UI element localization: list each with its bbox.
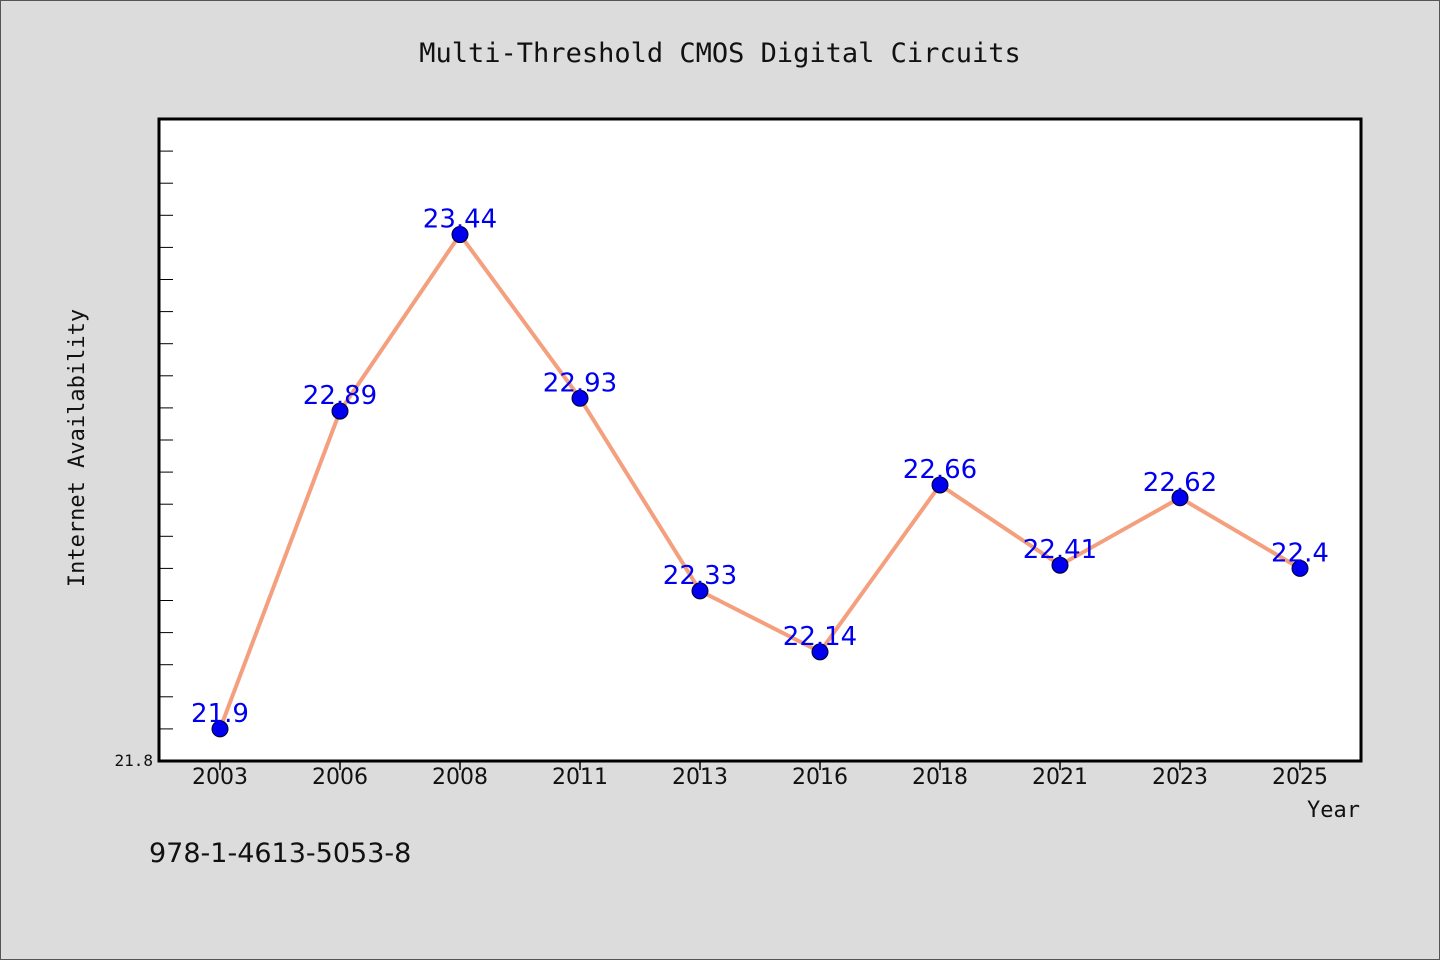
data-labels: 21.9 22.89 23.44 22.93 22.33 22.14 22.66 22.41 2… (191, 205, 1329, 729)
series-markers (211, 226, 1309, 738)
x-tick-label: 2003 (192, 765, 248, 790)
series-line (218, 232, 1302, 730)
y-axis-min-label: 21.8 (114, 751, 153, 770)
x-tick-label: 2018 (912, 765, 968, 790)
x-tick-label: 2006 (312, 765, 368, 790)
data-label: 22.93 (543, 368, 617, 398)
data-point (1291, 559, 1309, 577)
chart-title: Multi-Threshold CMOS Digital Circuits (419, 38, 1020, 69)
x-tick-label: 2008 (432, 765, 488, 790)
x-tick-label: 2021 (1032, 765, 1088, 790)
data-point (1171, 489, 1189, 507)
x-axis-label: Year (1307, 798, 1360, 823)
data-point (931, 476, 949, 494)
x-axis-tick-labels: 2003 2006 2008 2011 2013 2016 2018 2021 2023 2025 (192, 765, 1328, 790)
data-label: 23.44 (423, 205, 497, 235)
x-tick-label: 2025 (1272, 765, 1328, 790)
x-tick-label: 2011 (552, 765, 608, 790)
y-axis-label: Internet Availability (65, 309, 90, 587)
data-label: 21.9 (191, 699, 249, 729)
data-point (571, 389, 589, 407)
data-point (1051, 556, 1069, 574)
data-label: 22.33 (663, 561, 737, 591)
plot-area (157, 117, 1363, 763)
data-label: 22.14 (783, 622, 857, 652)
data-point (691, 582, 709, 600)
x-tick-label: 2013 (672, 765, 728, 790)
x-tick-label: 2023 (1152, 765, 1208, 790)
x-axis-ticks (219, 761, 1301, 770)
data-label: 22.62 (1143, 468, 1217, 498)
footer-isbn: 978-1-4613-5053-8 (149, 838, 411, 869)
x-tick-label: 2016 (792, 765, 848, 790)
data-label: 22.41 (1023, 535, 1097, 565)
data-point (331, 402, 349, 420)
data-label: 22.4 (1271, 538, 1329, 568)
data-label: 22.66 (903, 455, 977, 485)
data-point (451, 226, 469, 244)
data-point (811, 643, 829, 661)
data-label: 22.89 (303, 381, 377, 411)
data-point (211, 720, 229, 738)
y-axis-ticks (159, 150, 173, 730)
